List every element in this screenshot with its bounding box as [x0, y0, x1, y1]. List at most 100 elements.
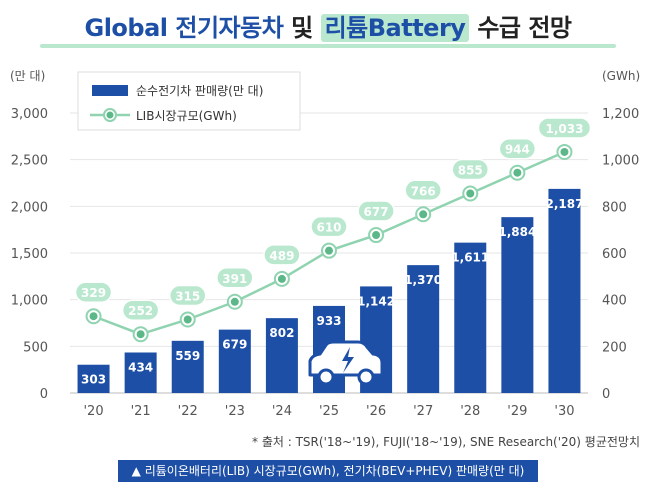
- left-tick-label: 1,000: [11, 294, 48, 309]
- right-tick-label: 800: [602, 200, 627, 215]
- left-tick-label: 3,000: [11, 107, 48, 122]
- x-axis: '20 '21 '22 '23 '24 '25 '26 '27 '28 '29 '30: [83, 404, 574, 419]
- legend-bar-label: 순수전기차 판매량(만 대): [136, 84, 263, 98]
- x-tick-label: '27: [413, 404, 433, 419]
- car-wheel-left: [317, 368, 335, 386]
- bar-value-label: 1,611: [451, 251, 489, 265]
- point: [513, 168, 522, 177]
- left-tick-label: 500: [23, 340, 48, 355]
- x-tick-label: '22: [178, 404, 198, 419]
- point: [183, 315, 192, 324]
- line-series: 329 252 315 391 489 610 677 766 855 944 1,033: [74, 117, 592, 343]
- right-tick-label: 1,200: [602, 107, 639, 122]
- title-part-3: 리튬Battery: [320, 14, 470, 42]
- point: [136, 330, 145, 339]
- point: [89, 312, 98, 321]
- legend-bar-swatch: [92, 85, 128, 96]
- legend: 순수전기차 판매량(만 대) LIB시장규모(GWh): [77, 71, 301, 131]
- right-tick-label: 0: [602, 387, 610, 402]
- left-tick-label: 2,000: [11, 200, 48, 215]
- point-value-label: 944: [505, 143, 530, 157]
- bar-value-label: 2,187: [545, 197, 583, 211]
- right-tick-label: 600: [602, 247, 627, 262]
- left-axis-unit: (만 대): [10, 69, 45, 83]
- point-label-pill: [451, 158, 490, 181]
- point-value-label: 766: [411, 184, 436, 198]
- x-tick-label: '25: [319, 404, 339, 419]
- point: [560, 147, 569, 156]
- x-tick-label: '28: [460, 404, 480, 419]
- x-tick-label: '29: [507, 404, 527, 419]
- point: [419, 210, 428, 219]
- chart-title: Global 전기자동차 및 리튬Battery 수급 전망: [0, 8, 656, 43]
- x-tick-label: '24: [272, 404, 292, 419]
- bar: [218, 329, 251, 393]
- point-label-pill: [74, 281, 113, 303]
- bar-value-label: 933: [316, 314, 341, 328]
- left-tick-label: 2,500: [11, 154, 48, 169]
- point-value-label: 489: [269, 249, 294, 263]
- left-axis: 0 500 1,000 1,500 2,000 2,500 3,000 (만 대): [10, 69, 48, 402]
- right-axis-unit: (GWh): [602, 69, 640, 83]
- point: [277, 274, 286, 283]
- bar: [501, 217, 534, 393]
- point-value-label: 1,033: [545, 122, 583, 136]
- x-tick-label: '26: [366, 404, 386, 419]
- point-label-pill: [537, 117, 592, 139]
- bar-value-label: 1,370: [404, 273, 442, 287]
- point: [372, 231, 381, 240]
- title-underline: [40, 44, 616, 48]
- title-part-4: 수급 전망: [477, 14, 572, 42]
- point-value-label: 315: [175, 290, 200, 304]
- bar-value-label: 303: [81, 373, 106, 387]
- right-tick-label: 1,000: [602, 154, 639, 169]
- point-label-pill: [121, 299, 160, 321]
- point: [230, 297, 239, 306]
- electric-car-icon: [308, 340, 384, 386]
- title-part-1: Global 전기자동차: [84, 14, 284, 42]
- bar: [171, 340, 204, 393]
- point: [466, 189, 475, 198]
- x-tick-label: '23: [225, 404, 245, 419]
- point-label-pill: [168, 284, 207, 307]
- bar: [407, 265, 440, 393]
- bar: [548, 188, 581, 393]
- bar-value-label: 1,884: [498, 225, 536, 239]
- bar: [454, 242, 487, 393]
- point-label-pill: [310, 215, 348, 238]
- legend-line-label: LIB시장규모(GWh): [136, 109, 237, 123]
- bar: [265, 318, 298, 393]
- point-value-label: 329: [81, 286, 106, 300]
- legend-box: [77, 71, 301, 131]
- point: [325, 246, 333, 255]
- bar-value-label: 679: [222, 338, 247, 352]
- bar-value-label: 1,142: [357, 294, 395, 308]
- legend-line-marker: [106, 111, 114, 119]
- car-wheel-right: [357, 368, 375, 386]
- bar-value-label: 559: [175, 349, 200, 363]
- point-value-label: 391: [222, 272, 247, 286]
- point-label-pill: [216, 267, 254, 289]
- lightning-bolt-icon: [342, 347, 354, 373]
- point-label-pill: [404, 179, 442, 202]
- point-value-label: 677: [364, 205, 389, 219]
- point-label-pill: [498, 137, 537, 160]
- left-tick-label: 0: [40, 387, 48, 402]
- x-tick-label: '30: [554, 404, 574, 419]
- right-axis: 0 200 400 600 800 1,000 1,200 (GWh): [602, 69, 640, 402]
- point-label-pill: [357, 200, 395, 222]
- x-tick-label: '20: [83, 404, 103, 419]
- bar: [124, 352, 157, 393]
- left-tick-label: 1,500: [11, 247, 48, 262]
- point-value-label: 252: [128, 304, 153, 318]
- figure-caption: ▲ 리튬이온배터리(LIB) 시장규모(GWh), 전기차(BEV+PHEV) …: [118, 460, 538, 482]
- bar-value-label: 434: [128, 360, 153, 374]
- point-value-label: 855: [458, 164, 483, 178]
- bar-value-label: 802: [269, 326, 294, 340]
- point-label-pill: [263, 244, 301, 266]
- right-tick-label: 400: [602, 294, 627, 309]
- x-tick-label: '21: [131, 404, 151, 419]
- title-part-2: 및: [291, 14, 313, 42]
- source-note: * 출처 : TSR('18~'19), FUJI('18~'19), SNE …: [252, 435, 640, 449]
